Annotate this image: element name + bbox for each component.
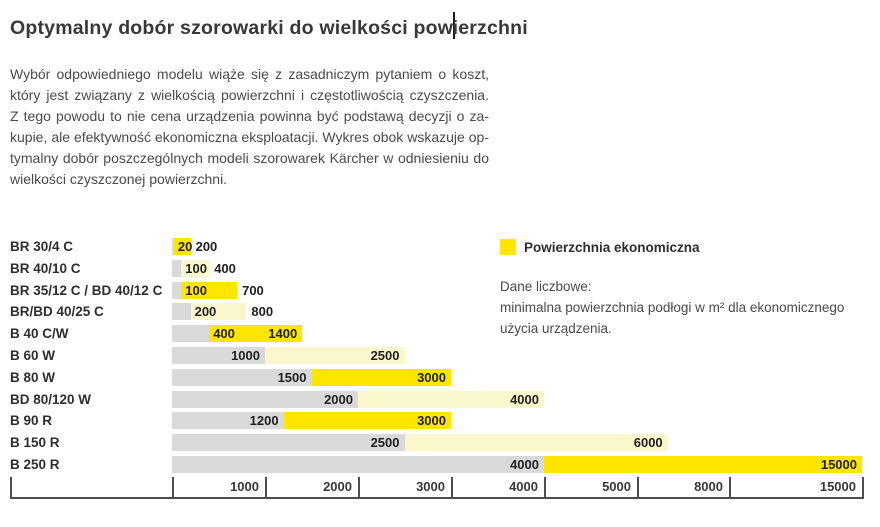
min-value-label: 1500	[277, 369, 307, 385]
economic-bar-segment	[358, 390, 544, 408]
intro-line: wielkości czyszczonej powierzchni.	[10, 171, 228, 187]
intro-line: Wybór odpowiedniego modelu wiąże się z z…	[10, 66, 489, 82]
axis-tick	[544, 476, 546, 499]
max-value-label: 15000	[820, 457, 857, 472]
below-minimum-bar-segment	[172, 259, 182, 277]
min-value-label: 2000	[324, 391, 353, 407]
intro-line: który jest związany z wielkością powierz…	[10, 87, 489, 103]
below-minimum-bar-segment	[172, 325, 210, 343]
min-value-label: 400	[213, 326, 235, 342]
max-value-label: 200	[195, 239, 218, 254]
legend-label: Powierzchnia ekonomiczna	[524, 240, 700, 255]
min-value-label: 2500	[370, 435, 400, 451]
economic-bar-segment	[283, 412, 451, 430]
page-title-text-after-cursor: ierzchni	[452, 17, 528, 39]
intro-line: Z tego powodu to nie cena urządzenia pow…	[10, 108, 489, 124]
max-value-label: 3000	[417, 369, 446, 385]
legend-swatch-economic-area	[500, 239, 516, 255]
min-value-label: 200	[194, 304, 217, 320]
min-value-label: 20	[177, 239, 193, 254]
model-label: BR/BD 40/25 C	[10, 304, 104, 320]
model-label: BD 80/120 W	[10, 391, 92, 407]
max-value-label: 700	[242, 282, 264, 298]
axis-tick-label: 3000	[416, 479, 445, 494]
axis-tick-label: 4000	[509, 479, 538, 494]
text-cursor	[453, 12, 455, 39]
model-label: B 80 W	[10, 369, 56, 385]
below-minimum-bar-segment	[172, 412, 284, 430]
max-value-label: 1400	[268, 326, 298, 342]
note-line: użycia urządzenia.	[500, 321, 612, 336]
below-minimum-bar-segment	[172, 390, 358, 408]
numeric-data-note: Dane liczbowe: minimalna powierzchnia po…	[500, 276, 870, 339]
economic-bar-segment	[181, 259, 210, 277]
axis-tick	[10, 476, 12, 499]
max-value-label: 3000	[417, 413, 446, 429]
axis-tick-label: 1000	[230, 479, 259, 494]
model-label: B 60 W	[10, 348, 56, 363]
economic-bar-segment	[544, 456, 862, 473]
model-label: B 250 R	[10, 457, 60, 472]
axis-tick-label: 8000	[694, 479, 723, 494]
model-label: BR 35/12 C / BD 40/12 C	[10, 282, 163, 298]
axis-tick	[862, 476, 864, 499]
economic-bar-segment	[181, 281, 238, 299]
max-value-label: 2500	[370, 348, 400, 363]
below-minimum-bar-segment	[172, 303, 191, 321]
economic-bar-segment	[311, 368, 451, 386]
axis-tick-label: 5000	[602, 479, 631, 494]
axis-tick	[729, 476, 731, 499]
below-minimum-bar-segment	[172, 368, 312, 386]
axis-baseline	[10, 497, 863, 499]
note-line: minimalna powierzchnia podłogi w m² dla …	[500, 300, 845, 315]
min-value-label: 1000	[231, 348, 260, 363]
min-value-label: 100	[185, 282, 207, 298]
intro-line: tymalny dobór poszczególnych modeli szor…	[10, 150, 489, 166]
max-value-label: 800	[251, 304, 274, 320]
axis-tick	[358, 476, 360, 499]
max-value-label: 4000	[510, 391, 539, 407]
axis-tick	[451, 476, 453, 499]
page-title-text-before-cursor: Optymalny dobór szorowarki do wielkości …	[10, 17, 454, 39]
model-label: BR 30/4 C	[10, 239, 74, 254]
below-minimum-bar-segment	[172, 434, 405, 452]
axis-tick	[172, 476, 174, 499]
intro-paragraph: Wybór odpowiedniego modelu wiąże się z z…	[10, 64, 489, 190]
min-value-label: 100	[185, 260, 207, 276]
economic-bar-segment	[265, 347, 405, 364]
model-label: BR 40/10 C	[10, 260, 81, 276]
axis-tick-label: 2000	[323, 479, 352, 494]
below-minimum-bar-segment	[172, 456, 544, 473]
axis-tick	[637, 476, 639, 499]
model-label: B 90 R	[10, 413, 53, 429]
axis-tick	[265, 476, 267, 499]
below-minimum-bar-segment	[172, 281, 182, 299]
economic-bar-segment	[173, 238, 191, 255]
axis-tick-label: 15000	[819, 479, 856, 494]
page-title: Optymalny dobór szorowarki do wielkości …	[10, 12, 870, 40]
economic-bar-segment	[209, 325, 303, 343]
model-label: B 40 C/W	[10, 326, 69, 342]
note-heading: Dane liczbowe:	[500, 279, 592, 294]
intro-line: kupie, ale efektywność ekonomiczna ekspl…	[10, 129, 489, 145]
economic-bar-segment	[190, 303, 247, 321]
max-value-label: 6000	[633, 435, 663, 451]
model-label: B 150 R	[10, 435, 60, 451]
max-value-label: 400	[214, 260, 236, 276]
min-value-label: 1200	[249, 413, 279, 429]
below-minimum-bar-segment	[172, 238, 174, 255]
economic-bar-segment	[404, 434, 668, 452]
min-value-label: 4000	[510, 457, 539, 472]
below-minimum-bar-segment	[172, 347, 265, 364]
